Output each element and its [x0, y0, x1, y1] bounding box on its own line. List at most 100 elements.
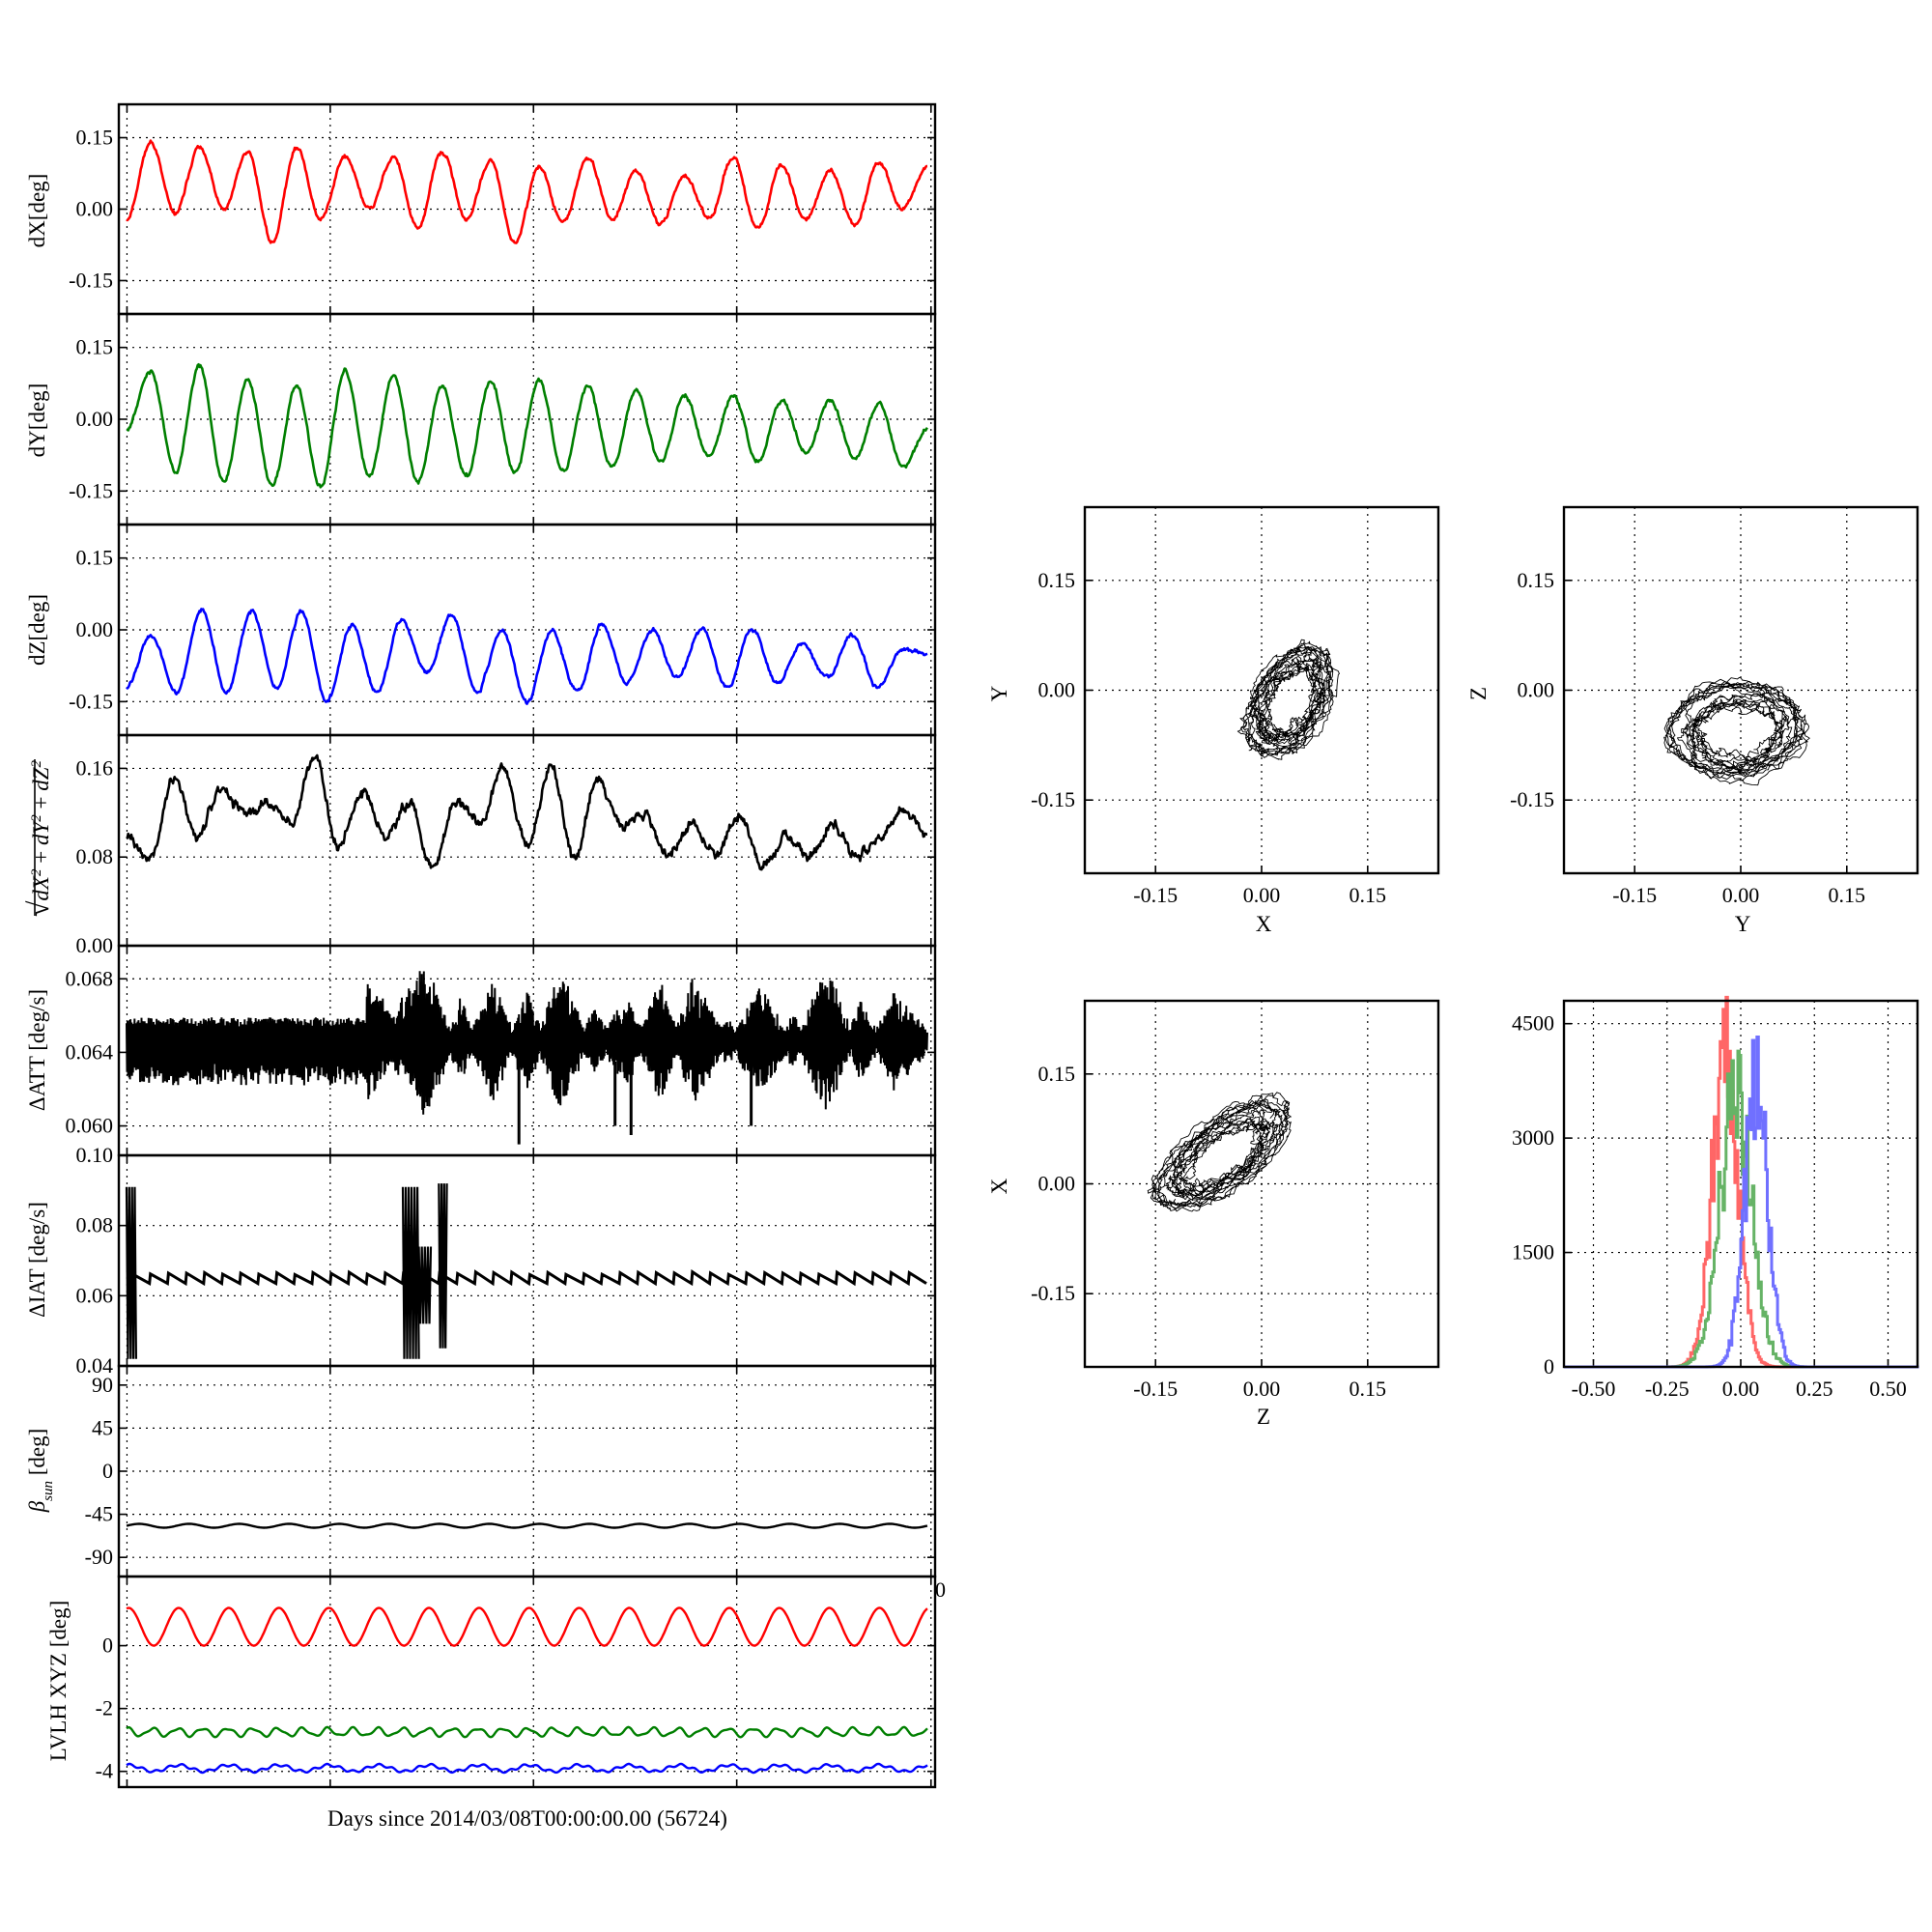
XY-frame [1083, 505, 1440, 875]
diat-frame [117, 1153, 937, 1368]
hist-xtick-label-2: 0.00 [1722, 1377, 1760, 1401]
zx-ylabel: X [987, 1178, 1011, 1194]
dX-ytick-label-2: -0.15 [69, 268, 113, 292]
beta-ytick-label-1: 45 [92, 1415, 113, 1439]
diat-burst-1 [401, 1186, 420, 1359]
dIAT-ytick-label-2: 0.06 [76, 1283, 114, 1307]
diat-burst-2 [417, 1246, 433, 1324]
xy-xlabel: X [1256, 912, 1272, 936]
datt-series [126, 971, 928, 1115]
dX-series [126, 139, 928, 244]
norm-frame [117, 733, 937, 948]
dIAT-ytick-label-3: 0.04 [76, 1353, 114, 1378]
hist-xtick-label-1: -0.25 [1645, 1377, 1690, 1401]
panel-dATT: 0.068 0.064 0.060 [66, 946, 935, 1155]
ylabel-dx: dX[deg] [25, 174, 49, 248]
ZX-xtick-label-0: -0.15 [1133, 1377, 1178, 1401]
YZ-xtick-label-0: -0.15 [1612, 883, 1657, 907]
ylabel-lvlh: LVLH XYZ [deg] [46, 1601, 71, 1762]
diat-series [131, 1269, 927, 1287]
ZX-ytick-label-2: 0.15 [1038, 1062, 1076, 1086]
ZX-ytick-label-0: -0.15 [1031, 1281, 1075, 1305]
dY-ytick-label-0: 0.15 [76, 335, 114, 359]
dX-ytick-label-1: 0.00 [76, 197, 114, 221]
XY-ytick-label-2: 0.15 [1038, 568, 1076, 592]
ZX-xtick-label-2: 0.15 [1350, 1377, 1387, 1401]
hist-xtick-label-0: -0.50 [1572, 1377, 1616, 1401]
panel-dX: 0.15 0.00 -0.15 [69, 104, 935, 314]
xy-ylabel: Y [987, 685, 1011, 701]
hist-series-0 [1564, 995, 1919, 1369]
norm-ytick-label-1: 0.08 [76, 844, 114, 868]
dY-ytick-label-2: -0.15 [69, 478, 113, 502]
XY-xtick-label-0: -0.15 [1133, 883, 1178, 907]
XY-ytick-label-0: -0.15 [1031, 787, 1075, 811]
hist-ytick-label-0: 4500 [1512, 1011, 1554, 1036]
YZ-ytick-label-2: 0.15 [1518, 568, 1555, 592]
XY-xtick-label-1: 0.00 [1243, 883, 1281, 907]
beta-series [126, 1522, 928, 1529]
YZ-ytick-label-0: -0.15 [1510, 787, 1554, 811]
panel-XY: -0.15 -0.15 0.00 0.00 0.15 0.15 [1031, 505, 1440, 907]
norm-series [126, 753, 928, 871]
panel-dY: 0.15 0.00 -0.15 [69, 314, 935, 525]
dATT-ytick-label-1: 0.064 [66, 1039, 114, 1064]
dZ-series [126, 608, 928, 705]
hist-frame [1562, 999, 1919, 1369]
ZX-xtick-label-1: 0.00 [1243, 1377, 1281, 1401]
beta-ytick-label-0: 90 [92, 1373, 113, 1397]
panel-dIAT: 0.10 0.08 0.06 0.04 [76, 1143, 935, 1378]
lvlh-ytick-label-2: -4 [96, 1759, 113, 1783]
yz-ylabel: Z [1466, 687, 1491, 700]
dIAT-ytick-label-1: 0.08 [76, 1213, 114, 1237]
ZX-frame [1083, 999, 1440, 1369]
dZ-ytick-label-1: 0.00 [76, 617, 114, 641]
YZ-ytick-label-1: 0.00 [1518, 678, 1555, 702]
norm-ytick-label-0: 0.16 [76, 755, 114, 780]
plots: 0.150.00-0.150.150.00-0.150.150.00-0.150… [66, 102, 1919, 1789]
panel-lvlh: 0 -2 -4 [96, 1577, 935, 1787]
ylabel-dz: dZ[deg] [25, 594, 49, 666]
panel-norm: 0.16 0.08 0.00 [76, 735, 935, 957]
lvlh-top-edge-label: 0 [935, 1577, 946, 1602]
lvlh-ytick-label-1: -2 [96, 1696, 113, 1720]
yz-xlabel: Y [1735, 912, 1751, 936]
ylabel-beta: βsun [deg] [25, 1429, 56, 1514]
diat-burst-0 [125, 1186, 137, 1359]
hist-xtick-label-4: 0.50 [1869, 1377, 1907, 1401]
lvlh-series-0 [126, 1606, 928, 1647]
norm-ytick-label-2: 0.00 [76, 933, 114, 957]
panel-beta: 90 45 0 -45 -90 [85, 1366, 935, 1577]
dX-ytick-label-0: 0.15 [76, 126, 114, 150]
dY-series [126, 362, 929, 489]
XY-ytick-label-1: 0.00 [1038, 678, 1076, 702]
ylabel-norm: √dX2 + dY2 + dZ2 [23, 759, 55, 917]
panel-YZ: -0.15 -0.15 0.00 0.00 0.15 0.15 [1510, 505, 1919, 907]
beta-ytick-label-4: -90 [85, 1545, 113, 1569]
XY-xtick-label-2: 0.15 [1350, 883, 1387, 907]
lvlh-series-2 [126, 1762, 928, 1775]
zx-xlabel: Z [1257, 1405, 1270, 1429]
xlabel-days: Days since 2014/03/08T00:00:00.00 (56724… [327, 1806, 727, 1831]
hist-ytick-label-2: 1500 [1512, 1240, 1554, 1264]
beta-ytick-label-2: 0 [102, 1459, 113, 1483]
YZ-frame [1562, 505, 1919, 875]
lvlh-frame [117, 1575, 937, 1789]
ylabel-diat: ΔIAT [deg/s] [25, 1202, 49, 1318]
YZ-xtick-label-2: 0.15 [1829, 883, 1866, 907]
beta-ytick-label-3: -45 [85, 1502, 113, 1526]
dATT-ytick-label-2: 0.060 [66, 1114, 114, 1138]
dZ-ytick-label-2: -0.15 [69, 689, 113, 713]
dY-ytick-label-1: 0.00 [76, 407, 114, 431]
dIAT-ytick-label-0: 0.10 [76, 1143, 114, 1167]
panel-histogram: -0.50 -0.25 0.00 0.25 0.50 4500 3000 1500 0 [1512, 995, 1919, 1401]
dATT-ytick-label-0: 0.068 [66, 966, 114, 990]
diat-burst-3 [438, 1183, 448, 1349]
hist-xtick-label-3: 0.25 [1796, 1377, 1833, 1401]
lvlh-ytick-label-0: 0 [102, 1634, 113, 1658]
dZ-ytick-label-0: 0.15 [76, 546, 114, 570]
lvlh-series-1 [126, 1725, 928, 1739]
panel-dZ: 0.15 0.00 -0.15 [69, 525, 935, 735]
XY-trajectory [1236, 639, 1340, 760]
